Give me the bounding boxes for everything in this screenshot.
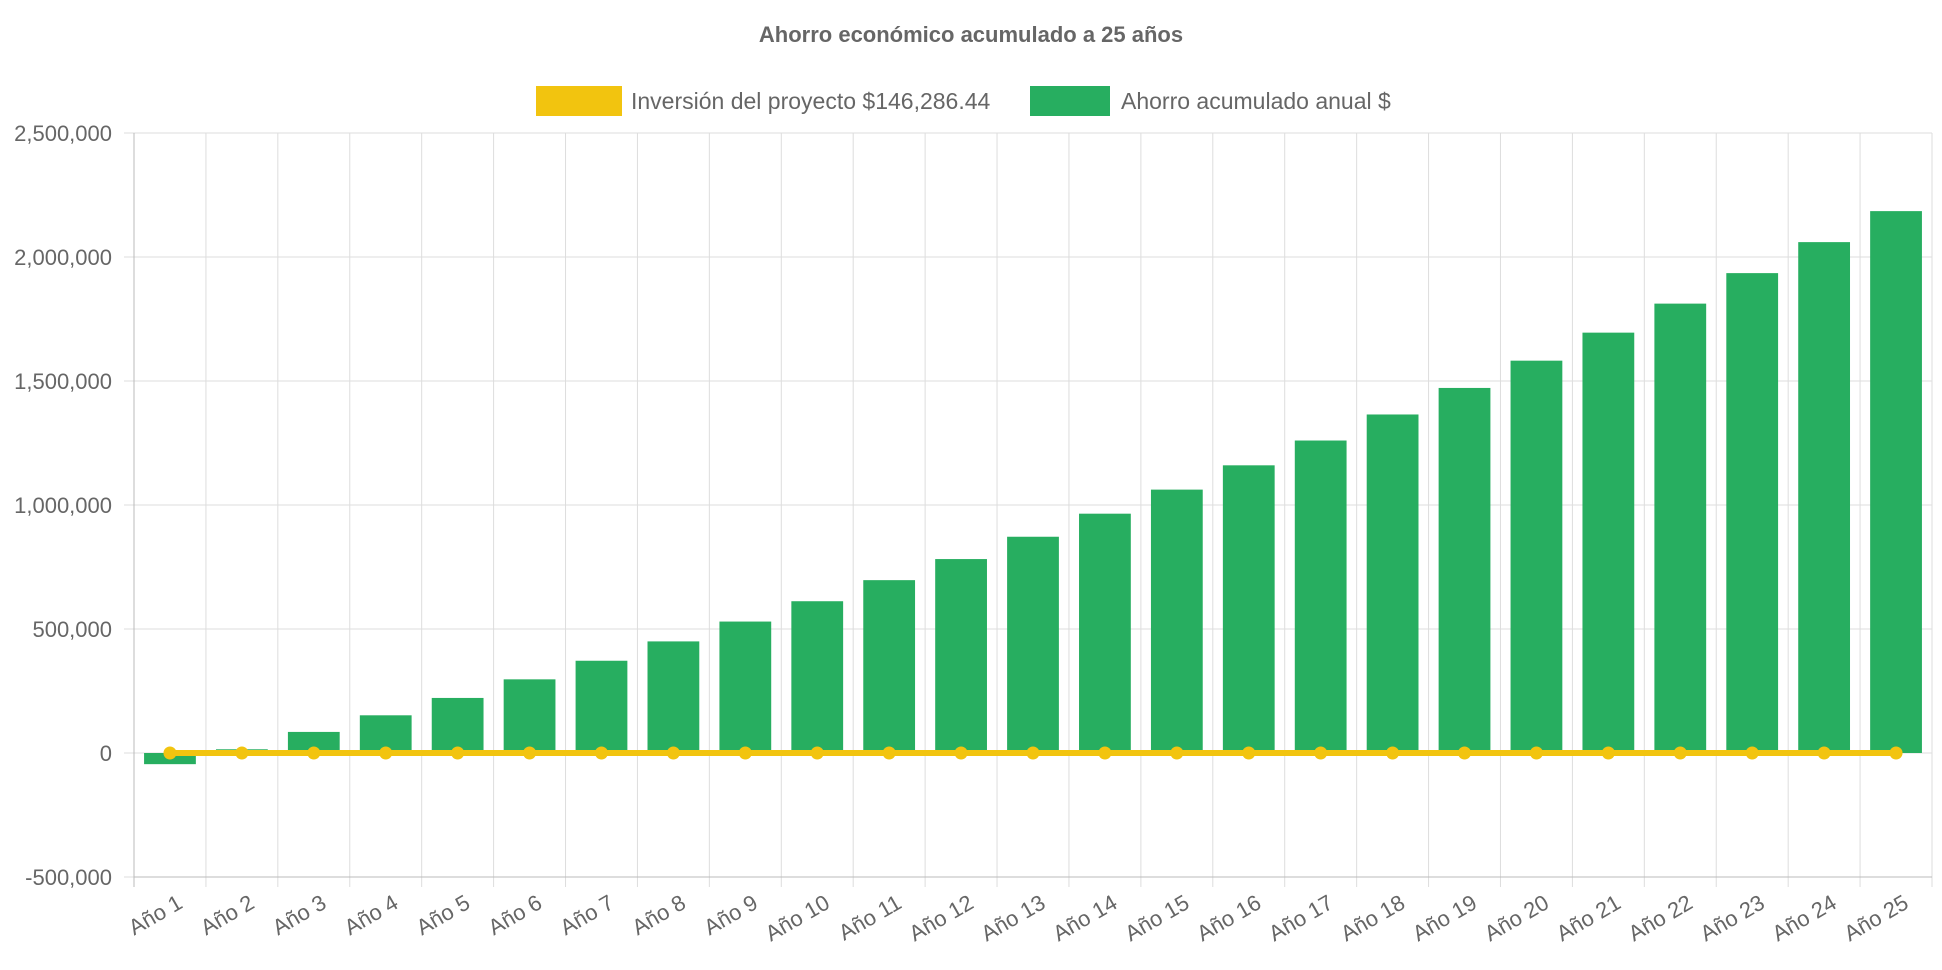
x-tick-label: Año 18 (1336, 890, 1409, 947)
x-tick-label: Año 21 (1552, 890, 1625, 947)
line-point (1529, 746, 1543, 760)
line-point (1601, 746, 1615, 760)
x-tick-label: Año 11 (834, 890, 905, 946)
y-tick-label: 2,500,000 (14, 121, 112, 146)
x-tick-label: Año 6 (484, 890, 546, 940)
line-point (163, 746, 177, 760)
line-point (379, 746, 393, 760)
line-point (1458, 746, 1472, 760)
y-tick-label: 0 (100, 741, 112, 766)
y-tick-label: 1,500,000 (14, 369, 112, 394)
x-tick-label: Año 2 (196, 890, 258, 940)
line-point (1386, 746, 1400, 760)
x-tick-label: Año 1 (124, 890, 186, 940)
y-tick-label: 2,000,000 (14, 245, 112, 270)
x-tick-label: Año 22 (1624, 890, 1697, 947)
x-tick-label: Año 13 (977, 890, 1050, 947)
bar (863, 580, 916, 753)
line-point (1170, 746, 1184, 760)
line-point (810, 746, 824, 760)
bar (1582, 332, 1635, 753)
bars-savings (144, 211, 1922, 765)
bar (575, 660, 628, 753)
bar (431, 697, 484, 753)
x-tick-label: Año 15 (1120, 890, 1193, 947)
bar (1222, 465, 1275, 753)
x-tick-label: Año 14 (1049, 890, 1122, 947)
x-tick-label: Año 7 (556, 890, 618, 940)
bar (1654, 303, 1707, 753)
x-axis-ticks: Año 1 Año 2 Año 3 Año 4 Año 5 Año 6 Año 7 Año 8… (124, 890, 1912, 947)
bar (647, 641, 700, 753)
bar (935, 559, 987, 753)
x-tick-label: Año 3 (268, 890, 330, 940)
line-point (1745, 746, 1759, 760)
bar (1510, 360, 1563, 753)
bar (1007, 536, 1059, 753)
chart-title: Ahorro económico acumulado a 25 años (759, 22, 1183, 47)
y-tick-label: 1,000,000 (14, 493, 112, 518)
line-point (235, 746, 249, 760)
line-point (666, 746, 680, 760)
x-tick-label: Año 9 (700, 890, 762, 940)
bar (1366, 414, 1419, 753)
line-point (1314, 746, 1328, 760)
bar (503, 679, 556, 753)
x-tick-label: Año 4 (340, 890, 402, 940)
line-point (954, 746, 968, 760)
x-tick-label: Año 19 (1408, 890, 1481, 947)
bar (791, 601, 844, 753)
bar (1079, 513, 1131, 753)
bar (1150, 489, 1203, 753)
legend-swatch-savings (1030, 86, 1110, 116)
legend-label-investment: Inversión del proyecto $146,286.44 (631, 88, 991, 114)
bar (1294, 440, 1347, 753)
x-tick-label: Año 17 (1264, 890, 1337, 947)
x-tick-label: Año 8 (628, 890, 690, 940)
bar (287, 731, 340, 753)
line-point (738, 746, 752, 760)
line-point (1098, 746, 1112, 760)
legend-swatch-investment (536, 86, 622, 116)
bar (1438, 387, 1491, 753)
y-tick-label: 500,000 (32, 617, 112, 642)
y-axis-ticks: 2,500,000 2,000,000 1,500,000 1,000,000 500,… (14, 121, 112, 890)
x-tick-label: Año 25 (1840, 890, 1913, 947)
x-tick-label: Año 24 (1768, 890, 1841, 947)
line-point (307, 746, 321, 760)
line-point (1242, 746, 1256, 760)
y-tick-label: -500,000 (25, 865, 112, 890)
x-tick-label: Año 16 (1192, 890, 1265, 947)
x-tick-label: Año 20 (1480, 890, 1553, 947)
line-point (1673, 746, 1687, 760)
bar (1726, 273, 1779, 753)
line-point (451, 746, 465, 760)
x-tick-label: Año 5 (412, 890, 474, 940)
line-point (1026, 746, 1040, 760)
x-tick-label: Año 10 (761, 890, 834, 947)
line-point (523, 746, 537, 760)
line-investment (163, 746, 1903, 760)
line-point (1889, 746, 1903, 760)
x-tick-label: Año 12 (905, 890, 978, 947)
line-point (594, 746, 608, 760)
legend: Inversión del proyecto $146,286.44 Ahorr… (536, 86, 1391, 116)
bar (1798, 242, 1851, 753)
x-tick-label: Año 23 (1696, 890, 1769, 947)
bar (1870, 211, 1922, 753)
bar (719, 621, 772, 753)
line-point (882, 746, 896, 760)
legend-label-savings: Ahorro acumulado anual $ (1121, 88, 1391, 114)
line-point (1817, 746, 1831, 760)
